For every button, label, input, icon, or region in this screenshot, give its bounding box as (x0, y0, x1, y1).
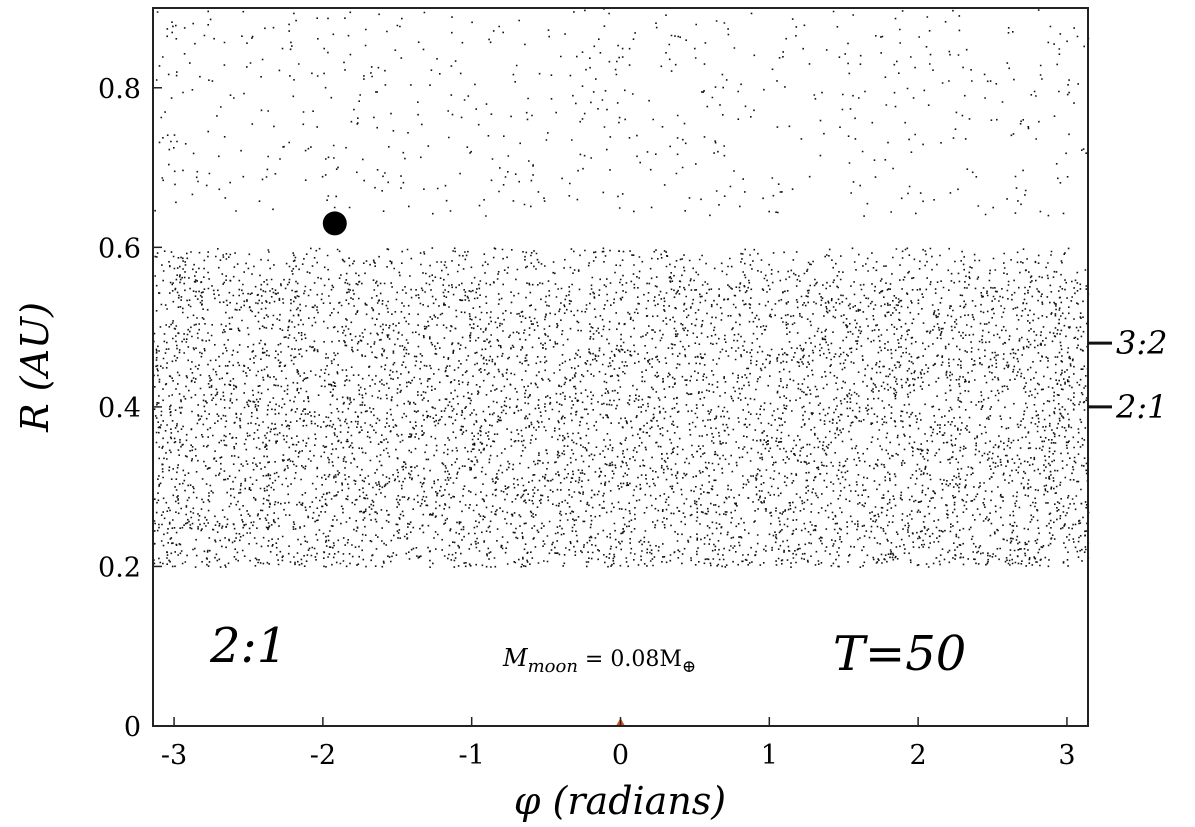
x-tick-label: 1 (761, 740, 778, 771)
x-tick-label: 3 (1058, 740, 1075, 771)
resonance-label: 2:1 (1115, 388, 1168, 426)
resonance-label: 3:2 (1116, 324, 1168, 362)
x-tick-label: 0 (612, 740, 629, 771)
y-tick-label: 0.4 (98, 393, 141, 424)
plot-background (153, 8, 1088, 726)
x-tick-label: -2 (310, 740, 336, 771)
mass-value: = 0.08M (578, 647, 682, 672)
particle-points (153, 8, 1090, 568)
x-tick-label: -1 (459, 740, 485, 771)
mass-symbol: M (502, 644, 529, 672)
mass-subscript: moon (528, 656, 578, 677)
y-axis: 0 0.2 0.4 0.6 0.8 (98, 74, 162, 743)
x-axis: -3 -2 -1 0 1 2 3 (161, 717, 1076, 771)
y-tick-label: 0.2 (98, 552, 141, 583)
earth-symbol: ⊕ (682, 657, 696, 677)
y-tick-label: 0 (124, 712, 141, 743)
particle-markers (153, 8, 1090, 568)
y-tick-label: 0.8 (98, 74, 141, 105)
moon-mass-label: Mmoon = 0.08M⊕ (502, 644, 696, 677)
resonance-case-label: 2:1 (209, 618, 287, 674)
x-axis-title: φ (radians) (514, 779, 726, 823)
y-tick-label: 0.6 (98, 233, 141, 264)
moon-marker (322, 211, 347, 236)
x-tick-label: -3 (161, 740, 187, 771)
y-axis-title: R (AU) (13, 302, 57, 433)
resonance-markers: 3:2 2:1 (1088, 324, 1168, 426)
x-tick-label: 2 (910, 740, 927, 771)
time-label: T=50 (833, 626, 966, 682)
